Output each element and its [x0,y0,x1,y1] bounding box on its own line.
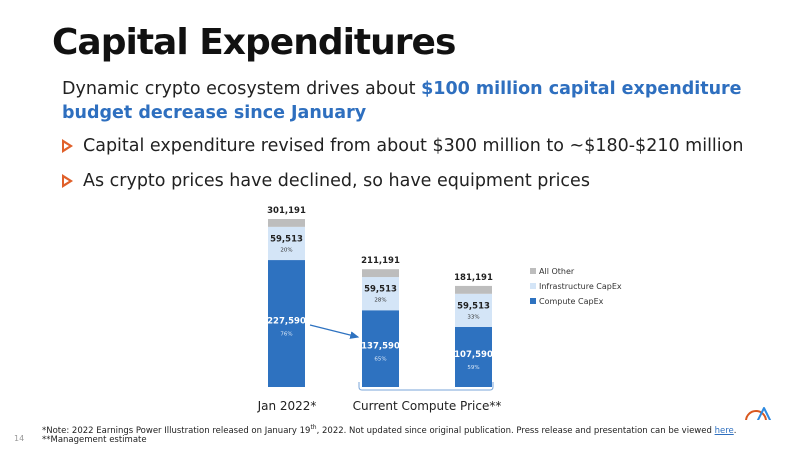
legend-swatch-compute [530,298,536,304]
legend-label: All Other [539,267,575,276]
group-label: Jan 2022* [257,399,317,413]
bullet-text: As crypto prices have declined, so have … [83,171,590,191]
legend-label: Infrastructure CapEx [539,282,622,291]
subtitle: Dynamic crypto ecosystem drives about $1… [62,77,782,125]
bar-compute-capex [362,310,399,387]
value-label: 107,590 [454,350,493,360]
group-bracket [358,382,494,391]
percent-label: 59% [467,365,479,371]
value-label: 59,513 [270,234,303,244]
percent-label: 20% [280,247,292,253]
note-text: . [733,425,737,436]
bar-all-other [268,219,305,227]
value-label: 59,513 [457,301,490,311]
percent-label: 65% [374,357,386,363]
bar-compute-capex [268,260,305,387]
triangle-bullet-icon [62,174,73,188]
legend: All Other Infrastructure CapEx Compute C… [530,267,622,306]
footnote-2: **Management estimate [42,435,147,445]
value-label: 59,513 [364,285,397,295]
page-title: Capital Expenditures [52,22,456,63]
arrow [309,324,360,339]
bar-all-other [455,285,492,294]
total-label: 181,191 [454,273,493,283]
total-label: 211,191 [361,256,400,266]
value-label: 227,590 [267,317,306,327]
bar-infrastructure-capex [455,293,492,327]
bar-infrastructure-capex [362,277,399,311]
bar-all-other [362,269,399,278]
note-text: *Note: 2022 Earnings Power Illustration … [42,425,311,436]
bar-infrastructure-capex [268,226,305,261]
bullet-text: Capital expenditure revised from about $… [83,136,744,156]
value-label: 137,590 [361,342,400,352]
logo [745,407,772,420]
subtitle-highlight: $100 million capital expenditure budget … [62,79,742,123]
page-number: 14 [14,434,25,443]
percent-label: 76% [280,332,292,338]
note-sup: th [310,424,317,431]
percent-label: 28% [374,298,386,304]
percent-label: 33% [467,314,479,320]
note-text: , 2022. Not updated since original publi… [316,425,715,436]
here-link[interactable]: here [714,425,734,436]
capex-chart: 227,590 76% 59,513 20% 301,191 137,590 65% 59,5… [257,206,772,420]
bullet-item: Capital expenditure revised from about $… [62,136,743,156]
subtitle-text: Dynamic crypto ecosystem drives about [62,79,422,99]
legend-label: Compute CapEx [539,297,604,306]
legend-swatch-other [530,268,536,274]
footnote-1: *Note: 2022 Earnings Power Illustration … [42,424,736,436]
bullet-item: As crypto prices have declined, so have … [62,171,590,191]
triangle-bullet-icon [62,139,73,153]
legend-swatch-infra [530,283,536,289]
bar-compute-capex [455,326,492,387]
group-label: Current Compute Price** [353,399,502,413]
total-label: 301,191 [267,206,306,216]
